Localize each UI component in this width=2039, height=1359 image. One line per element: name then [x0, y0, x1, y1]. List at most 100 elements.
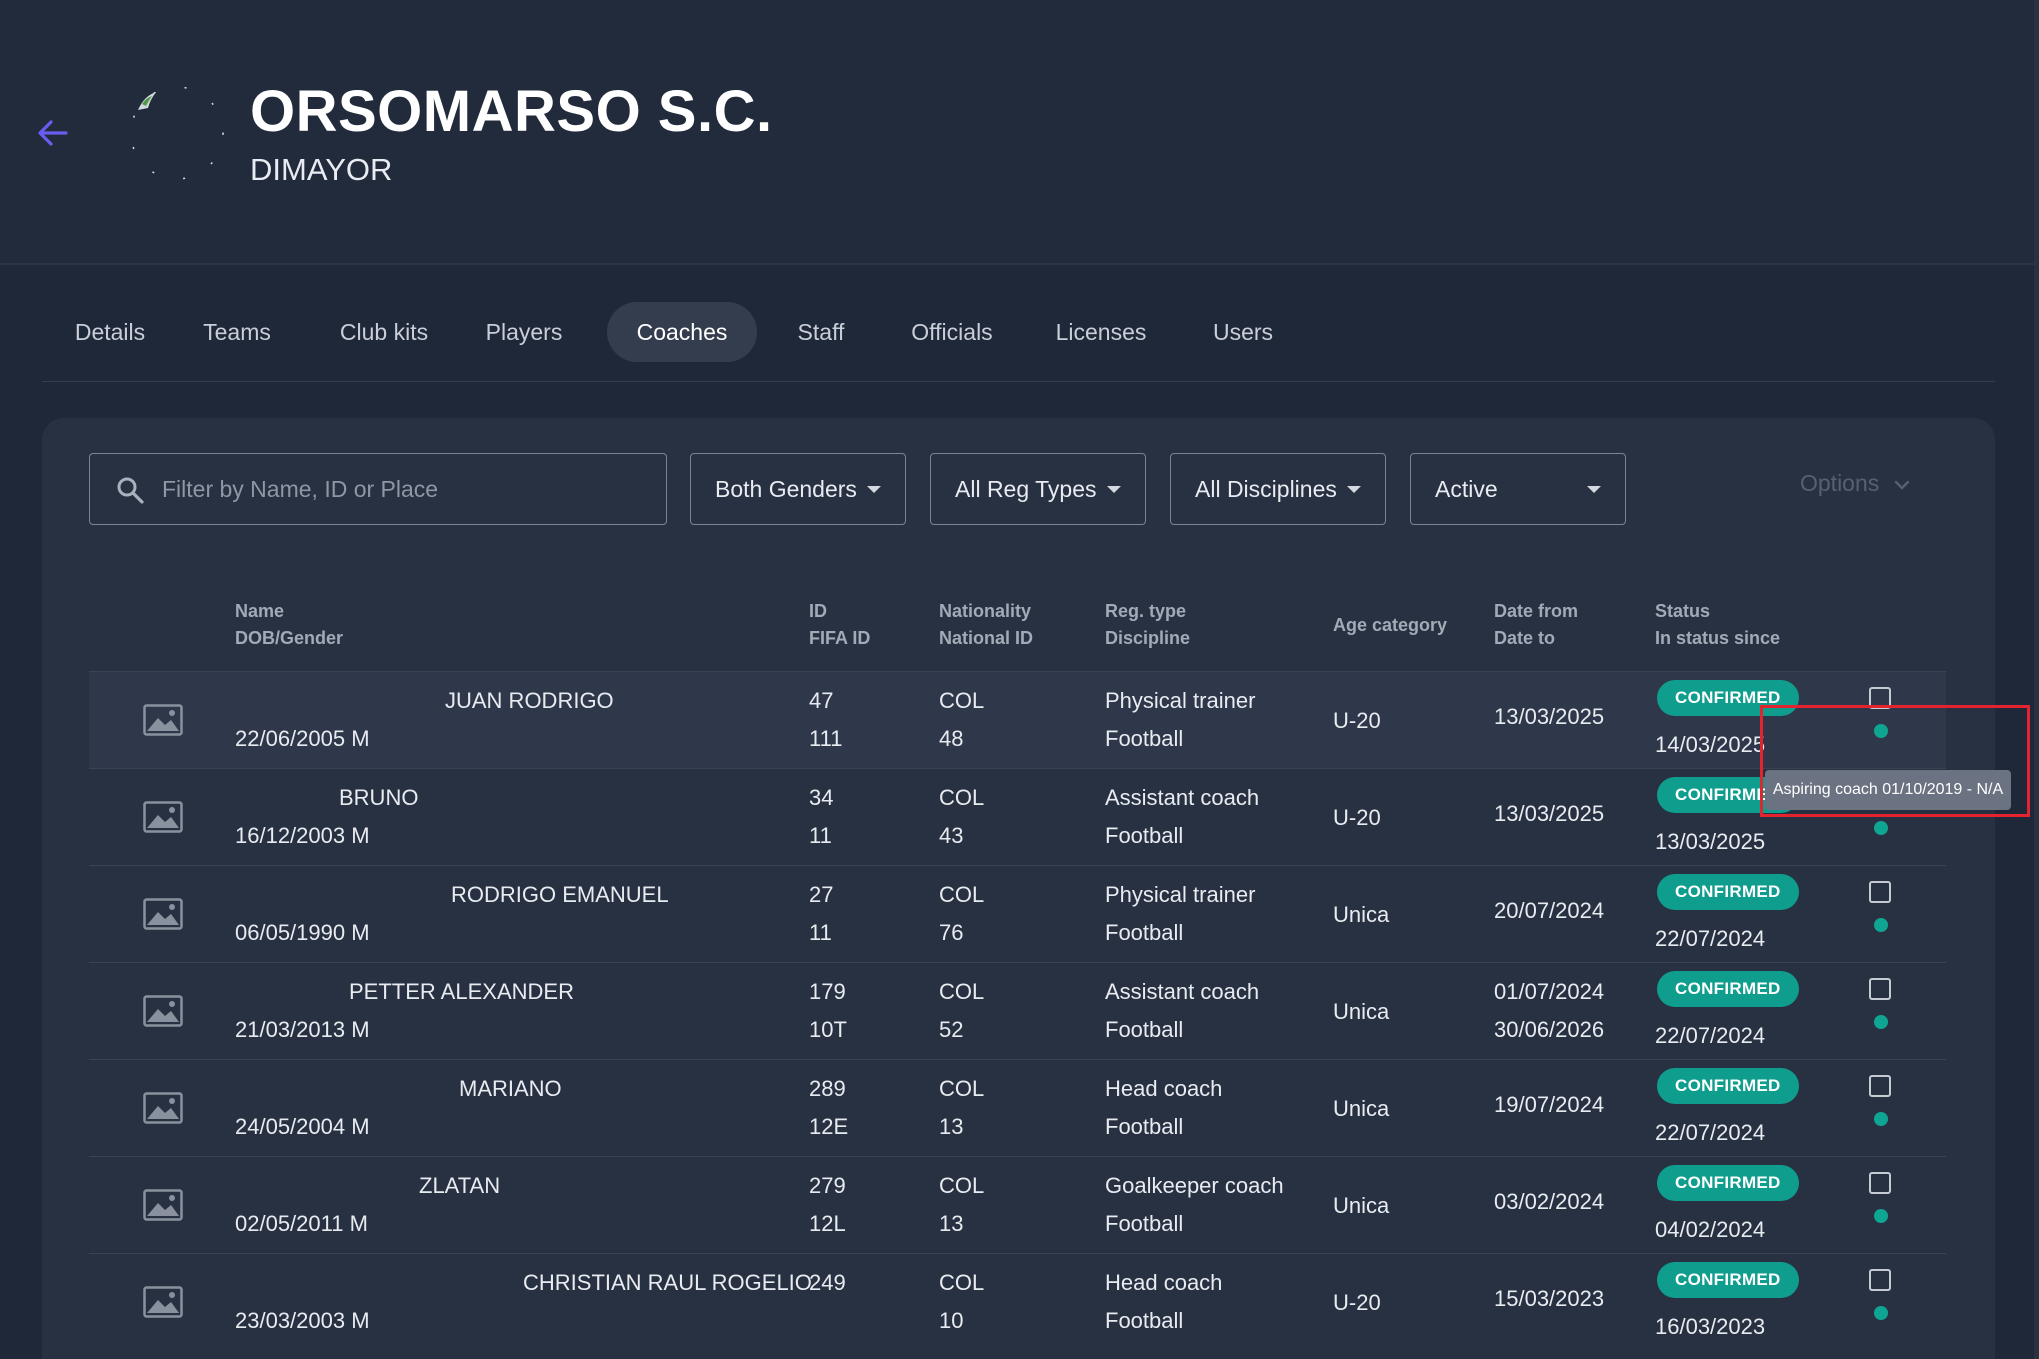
coach-name[interactable]: MARIANO — [459, 1076, 562, 1101]
tab-details[interactable]: Details — [74, 319, 146, 345]
coach-discipline: Football — [1105, 1114, 1184, 1139]
coach-name[interactable]: CHRISTIAN RAUL ROGELIO — [523, 1270, 812, 1295]
coach-discipline: Football — [1105, 920, 1184, 945]
coach-id: 27 — [809, 882, 834, 907]
coach-status-since: 16/03/2023 — [1655, 1314, 1766, 1339]
coach-national-id: 10 — [939, 1308, 964, 1333]
table-row[interactable]: JUAN RODRIGO 22/06/2005 M 47 111 COL 48 … — [89, 671, 1946, 768]
tab-officials[interactable]: Officials — [911, 319, 993, 345]
reg-type-select[interactable]: All Reg Types — [930, 453, 1146, 525]
coach-name[interactable]: JUAN RODRIGO — [445, 688, 614, 713]
tab-club-kits[interactable]: Club kits — [339, 319, 429, 345]
discipline-select[interactable]: All Disciplines — [1170, 453, 1386, 525]
coach-fifa-id: 111 — [809, 726, 843, 751]
coach-age-category: U-20 — [1333, 805, 1381, 830]
coach-nationality: COL — [939, 785, 985, 810]
image-placeholder-icon — [143, 1189, 183, 1221]
col-id: ID — [809, 601, 827, 621]
coach-fifa-id: 10T — [809, 1017, 847, 1042]
tab-staff[interactable]: Staff — [797, 319, 845, 345]
status-select[interactable]: Active — [1410, 453, 1626, 525]
col-status-since: In status since — [1655, 628, 1781, 648]
history-indicator-dot[interactable] — [1874, 1306, 1888, 1320]
coach-nationality: COL — [939, 882, 985, 907]
coach-national-id: 43 — [939, 823, 964, 848]
coach-discipline: Football — [1105, 1211, 1184, 1236]
col-date-to: Date to — [1494, 628, 1556, 648]
options-menu[interactable]: Options — [1800, 470, 1910, 497]
status-badge: CONFIRMED — [1657, 1165, 1799, 1201]
row-checkbox[interactable] — [1869, 687, 1891, 709]
coach-nationality: COL — [939, 1173, 985, 1198]
gender-select[interactable]: Both Genders — [690, 453, 906, 525]
coach-status-since: 22/07/2024 — [1655, 926, 1766, 951]
search-box[interactable] — [89, 453, 667, 525]
coach-status-since: 04/02/2024 — [1655, 1217, 1766, 1242]
table-row[interactable]: CHRISTIAN RAUL ROGELIO 23/03/2003 M 249 … — [89, 1253, 1946, 1350]
tab-coaches[interactable]: Coaches — [607, 302, 757, 362]
row-checkbox[interactable] — [1869, 1075, 1891, 1097]
tab-users[interactable]: Users — [1212, 319, 1274, 345]
coach-status-since: 22/07/2024 — [1655, 1120, 1766, 1145]
coach-status-since: 22/07/2024 — [1655, 1023, 1766, 1048]
table-row[interactable]: RODRIGO EMANUEL 06/05/1990 M 27 11 COL 7… — [89, 865, 1946, 962]
coach-reg-type: Physical trainer — [1105, 688, 1256, 713]
caret-down-icon — [1107, 486, 1121, 493]
coach-name[interactable]: ZLATAN — [419, 1173, 501, 1198]
tab-licenses[interactable]: Licenses — [1055, 319, 1147, 345]
table-row[interactable]: PETTER ALEXANDER 21/03/2013 M 179 10T CO… — [89, 962, 1946, 1059]
caret-down-icon — [1347, 486, 1361, 493]
history-indicator-dot[interactable] — [1874, 1015, 1888, 1029]
row-checkbox[interactable] — [1869, 978, 1891, 1000]
club-name: ORSOMARSO S.C. — [250, 79, 773, 144]
coach-national-id: 52 — [939, 1017, 964, 1042]
coach-national-id: 48 — [939, 726, 964, 751]
coach-reg-type: Goalkeeper coach — [1105, 1173, 1284, 1198]
arrow-left-icon[interactable] — [36, 118, 68, 148]
tab-teams[interactable]: Teams — [203, 319, 271, 345]
coach-id: 34 — [809, 785, 834, 810]
coach-national-id: 76 — [939, 920, 964, 945]
coach-fifa-id: 11 — [809, 823, 832, 848]
coach-age-category: Unica — [1333, 1096, 1390, 1121]
status-badge: CONFIRMED — [1657, 1262, 1799, 1298]
coach-name[interactable]: BRUNO — [339, 785, 419, 810]
coach-id: 47 — [809, 688, 834, 713]
coach-dob-gender: 21/03/2013 M — [235, 1017, 370, 1042]
table-row[interactable]: MARIANO 24/05/2004 M 289 12E COL 13 Head… — [89, 1059, 1946, 1156]
coach-date-from: 13/03/2025 — [1494, 801, 1605, 826]
club-league: DIMAYOR — [250, 152, 393, 187]
chevron-down-icon — [1894, 480, 1909, 490]
coach-reg-type: Physical trainer — [1105, 882, 1256, 907]
col-dob-gender: DOB/Gender — [235, 628, 344, 648]
coach-name[interactable]: RODRIGO EMANUEL — [451, 882, 669, 907]
search-input[interactable] — [162, 464, 652, 514]
coach-nationality: COL — [939, 979, 985, 1004]
coach-nationality: COL — [939, 688, 985, 713]
col-discipline: Discipline — [1105, 628, 1191, 648]
tab-players[interactable]: Players — [485, 319, 563, 345]
col-nationality: Nationality — [939, 601, 1032, 621]
highlight-box — [1760, 705, 2030, 817]
history-indicator-dot[interactable] — [1874, 724, 1888, 738]
image-placeholder-icon — [143, 704, 183, 736]
history-indicator-dot[interactable] — [1874, 1209, 1888, 1223]
history-indicator-dot[interactable] — [1874, 821, 1888, 835]
row-checkbox[interactable] — [1869, 1172, 1891, 1194]
status-select-value: Active — [1435, 476, 1498, 502]
table-row[interactable]: BRUNO 16/12/2003 M 34 11 COL 43 Assistan… — [89, 768, 1946, 865]
coach-name[interactable]: PETTER ALEXANDER — [349, 979, 574, 1004]
reg-type-select-value: All Reg Types — [955, 476, 1097, 502]
coach-date-from: 13/03/2025 — [1494, 704, 1605, 729]
image-placeholder-icon — [143, 1286, 183, 1318]
row-checkbox[interactable] — [1869, 1269, 1891, 1291]
table-row[interactable]: ZLATAN 02/05/2011 M 279 12L COL 13 Goalk… — [89, 1156, 1946, 1253]
coach-status-since: 13/03/2025 — [1655, 829, 1766, 854]
coach-age-category: Unica — [1333, 902, 1390, 927]
history-indicator-dot[interactable] — [1874, 918, 1888, 932]
history-indicator-dot[interactable] — [1874, 1112, 1888, 1126]
coach-date-to: 30/06/2026 — [1494, 1017, 1605, 1042]
row-checkbox[interactable] — [1869, 881, 1891, 903]
club-header: ORSOMARSO S.C. DIMAYOR — [0, 0, 2039, 265]
coaches-panel: Both Genders All Reg Types All Disciplin… — [42, 418, 1995, 1359]
